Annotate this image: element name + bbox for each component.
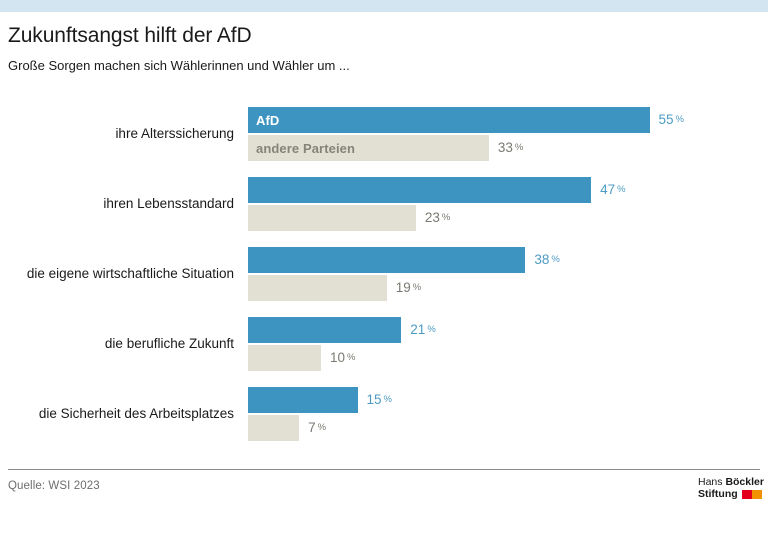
bar-row: 38% bbox=[248, 247, 560, 273]
percent-sign: % bbox=[441, 212, 451, 224]
bar-row: 21% bbox=[248, 317, 436, 343]
bar-row: andere Parteien 33% bbox=[248, 135, 523, 161]
flag-icon bbox=[741, 490, 762, 500]
bar-group: die eigene wirtschaftliche Situation 38% 1… bbox=[0, 246, 768, 302]
value-label: 10% bbox=[321, 351, 355, 365]
source-note: Quelle: WSI 2023 bbox=[8, 480, 100, 492]
category-label: die eigene wirtschaftliche Situation bbox=[26, 265, 234, 281]
chart-header: Zukunftsangst hilft der AfD Große Sorgen… bbox=[8, 12, 760, 74]
bar-row: 19% bbox=[248, 275, 421, 301]
bar-row: AfD 55% bbox=[248, 107, 684, 133]
bar-group: die berufliche Zukunft 21% 10% bbox=[0, 316, 768, 372]
category-label: ihre Alterssicherung bbox=[115, 125, 234, 141]
value-number: 15 bbox=[366, 392, 382, 408]
bar-group: die Sicherheit des Arbeitsplatzes 15% 7% bbox=[0, 386, 768, 442]
bar-track: 38% 19% bbox=[248, 246, 768, 302]
hans-boeckler-stiftung-logo: Hans Böckler Stiftung bbox=[698, 476, 764, 501]
percent-sign: % bbox=[347, 352, 356, 364]
value-number: 19 bbox=[395, 280, 411, 296]
value-label: 21% bbox=[401, 323, 435, 337]
legend-label-afd: AfD bbox=[256, 112, 280, 128]
bar-andere-parteien[interactable] bbox=[248, 415, 300, 441]
value-label: 7% bbox=[299, 421, 326, 435]
percent-sign: % bbox=[675, 114, 684, 126]
bar-row: 15% bbox=[248, 387, 392, 413]
value-number: 33 bbox=[497, 140, 513, 156]
bar-track: AfD 55% andere Parteien 33% bbox=[248, 106, 768, 162]
bar-afd[interactable] bbox=[248, 317, 402, 343]
logo-text-stiftung: Stiftung bbox=[698, 488, 738, 501]
bar-afd[interactable] bbox=[248, 387, 358, 413]
value-label: 19% bbox=[387, 281, 421, 295]
value-number: 10 bbox=[330, 350, 346, 366]
value-number: 7 bbox=[308, 420, 316, 436]
percent-sign: % bbox=[317, 422, 327, 434]
bar-row: 23% bbox=[248, 205, 450, 231]
legend-label-andere-parteien: andere Parteien bbox=[256, 140, 356, 156]
logo-line-two: Stiftung bbox=[698, 488, 762, 500]
bar-andere-parteien[interactable] bbox=[248, 205, 416, 231]
bar-row: 7% bbox=[248, 415, 326, 441]
page-title: Zukunftsangst hilft der AfD bbox=[8, 24, 252, 47]
value-label: 23% bbox=[416, 211, 450, 225]
value-label: 47% bbox=[591, 183, 625, 197]
value-number: 47 bbox=[600, 182, 616, 198]
bar-group: ihre Alterssicherung AfD 55% andere Parteie… bbox=[0, 106, 768, 162]
percent-sign: % bbox=[412, 282, 422, 294]
percent-sign: % bbox=[383, 394, 392, 406]
value-label: 38% bbox=[525, 253, 559, 267]
category-label: die Sicherheit des Arbeitsplatzes bbox=[38, 405, 234, 421]
bar-andere-parteien[interactable]: andere Parteien bbox=[248, 135, 489, 161]
bar-afd[interactable] bbox=[248, 247, 526, 273]
bar-afd[interactable] bbox=[248, 177, 592, 203]
percent-sign: % bbox=[514, 142, 524, 154]
bar-row: 47% bbox=[248, 177, 626, 203]
logo-text-boeckler: Böckler bbox=[725, 476, 764, 488]
percent-sign: % bbox=[617, 184, 626, 196]
category-label: ihren Lebensstandard bbox=[103, 195, 234, 211]
bar-afd[interactable]: AfD bbox=[248, 107, 650, 133]
bar-andere-parteien[interactable] bbox=[248, 275, 387, 301]
percent-sign: % bbox=[427, 324, 436, 336]
value-number: 38 bbox=[534, 252, 550, 268]
bar-group: ihren Lebensstandard 47% 23% bbox=[0, 176, 768, 232]
logo-text-hans: Hans bbox=[698, 476, 726, 488]
category-label: die berufliche Zukunft bbox=[104, 335, 234, 351]
footer-divider bbox=[8, 469, 760, 470]
bar-chart-plot-area: ihre Alterssicherung AfD 55% andere Parteie… bbox=[0, 100, 768, 460]
value-label: 55% bbox=[650, 113, 684, 127]
chart-subtitle: Große Sorgen machen sich Wählerinnen und… bbox=[8, 58, 350, 74]
bar-row: 10% bbox=[248, 345, 355, 371]
top-accent-band bbox=[0, 0, 768, 12]
value-number: 23 bbox=[424, 210, 440, 226]
bar-track: 21% 10% bbox=[248, 316, 768, 372]
value-number: 55 bbox=[658, 112, 674, 128]
value-number: 21 bbox=[410, 322, 426, 338]
value-label: 15% bbox=[358, 393, 392, 407]
bar-track: 15% 7% bbox=[248, 386, 768, 442]
value-label: 33% bbox=[489, 141, 523, 155]
bar-andere-parteien[interactable] bbox=[248, 345, 321, 371]
logo-line-one: Hans Böckler bbox=[698, 476, 764, 488]
percent-sign: % bbox=[551, 254, 560, 266]
bar-track: 47% 23% bbox=[248, 176, 768, 232]
